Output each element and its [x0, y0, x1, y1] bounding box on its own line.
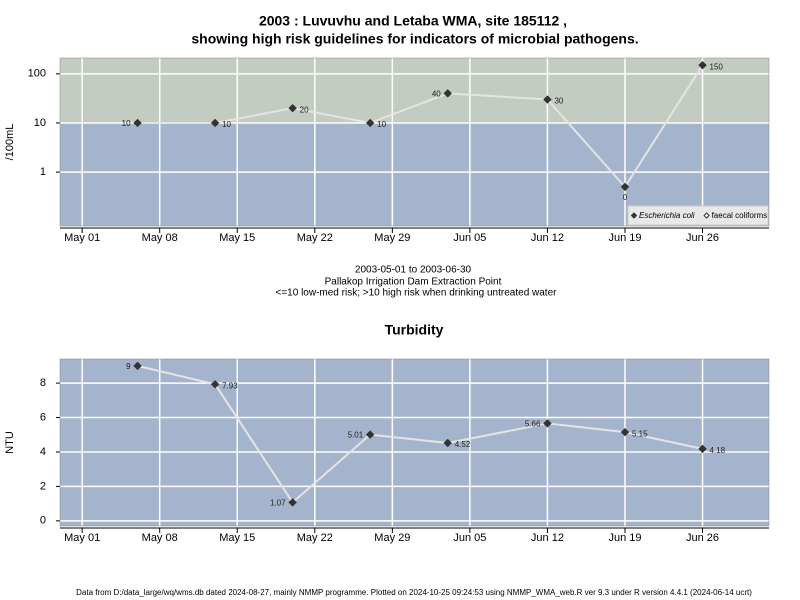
legend-box — [627, 205, 769, 226]
data-point — [443, 89, 452, 98]
chart-subtitle: showing high risk guidelines for indicat… — [191, 31, 638, 47]
y-tick-label: 10 — [34, 117, 46, 129]
x-tick-label: May 29 — [374, 232, 410, 244]
data-point — [543, 419, 552, 428]
x-tick-label: Jun 12 — [531, 232, 564, 244]
data-label: 0 — [623, 193, 628, 202]
data-label: 1.07 — [270, 499, 286, 508]
legend-label: faecal coliforms — [712, 211, 768, 220]
data-point — [443, 438, 452, 448]
x-tick-label: Jun 26 — [686, 532, 719, 544]
x-tick-label: May 29 — [374, 532, 410, 544]
annotation: Pallakop Irrigation Dam Extraction Point — [325, 277, 502, 288]
y-tick-label: 0 — [40, 515, 46, 527]
plot-frame — [59, 358, 770, 527]
x-tick-label: Jun 05 — [453, 532, 486, 544]
data-label: 4.18 — [710, 446, 726, 455]
data-label: 5.01 — [348, 431, 364, 440]
data-point — [365, 118, 375, 128]
data-label: 9 — [126, 362, 131, 371]
legend-marker — [703, 212, 710, 219]
legend-label: Escherichia coli — [639, 211, 695, 220]
data-point — [620, 182, 630, 192]
data-label: 5.66 — [525, 419, 541, 428]
series-line — [137, 364, 703, 504]
x-tick-label: May 01 — [64, 532, 100, 544]
data-label: 20 — [300, 105, 309, 114]
high-risk-zone — [60, 58, 769, 123]
x-tick-label: May 22 — [297, 232, 333, 244]
x-tick-label: Jun 26 — [686, 232, 719, 244]
legend-marker — [630, 212, 638, 219]
data-label: 30 — [554, 97, 563, 106]
data-label: 10 — [122, 119, 131, 128]
plot-frame — [59, 57, 770, 227]
data-point — [288, 498, 297, 507]
x-tick-label: May 08 — [142, 532, 178, 544]
data-point — [210, 118, 220, 128]
y-tick-label: 1 — [40, 166, 46, 178]
data-point — [698, 60, 707, 70]
data-label: 150 — [710, 62, 724, 71]
data-label: 10 — [377, 120, 386, 129]
y-tick-label: 8 — [40, 377, 46, 389]
data-label: 7.93 — [222, 381, 238, 390]
chart-title: 2003 : Luvuvhu and Letaba WMA, site 1851… — [259, 13, 567, 29]
x-tick-label: May 08 — [142, 232, 178, 244]
y-axis-label: NTU — [4, 431, 16, 454]
data-label: 40 — [432, 89, 441, 98]
x-tick-label: May 22 — [297, 532, 333, 544]
x-tick-label: May 01 — [64, 232, 100, 244]
data-point — [543, 95, 552, 104]
x-tick-label: May 15 — [219, 232, 255, 244]
data-point — [620, 427, 630, 437]
y-tick-label: 2 — [40, 480, 46, 492]
data-label: 10 — [222, 120, 231, 129]
data-point — [365, 430, 375, 439]
data-point — [210, 380, 220, 389]
footer: Data from D:/data_large/wq/wms.db dated … — [76, 588, 752, 597]
legend: Escherichia coli faecal coliforms — [627, 205, 769, 226]
annotation: 2003-05-01 to 2003-06-30 — [355, 265, 472, 276]
data-label: 5.15 — [632, 429, 648, 438]
data-point — [133, 118, 142, 128]
y-tick-label: 100 — [28, 68, 46, 80]
data-point — [288, 103, 297, 113]
x-tick-label: Jun 19 — [608, 532, 641, 544]
annotation: <=10 low-med risk; >10 high risk when dr… — [276, 288, 558, 299]
series-line — [137, 64, 704, 189]
x-tick-label: Jun 05 — [453, 232, 486, 244]
plot-background — [60, 359, 769, 526]
chart-title: Turbidity — [385, 322, 444, 338]
data-point — [698, 444, 707, 454]
data-point — [133, 361, 142, 371]
data-label: 4.52 — [455, 440, 471, 449]
x-tick-label: Jun 12 — [531, 532, 564, 544]
y-tick-label: 6 — [40, 411, 46, 423]
x-tick-label: May 15 — [219, 532, 255, 544]
x-tick-label: Jun 19 — [608, 232, 641, 244]
y-axis-label: /100mL — [4, 124, 16, 161]
y-tick-label: 4 — [40, 446, 46, 458]
